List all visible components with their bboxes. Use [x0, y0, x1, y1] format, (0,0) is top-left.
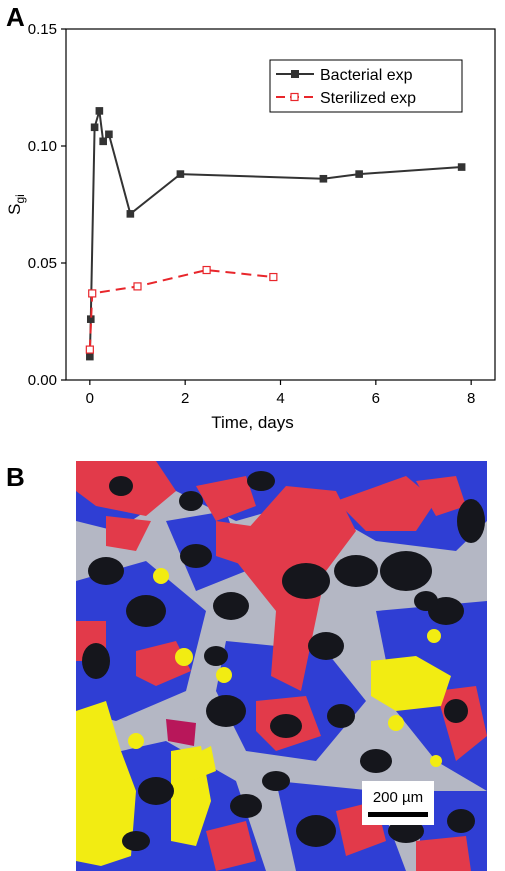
data-point: [355, 170, 363, 178]
grain: [88, 557, 124, 585]
y-tick-label: 0.15: [28, 21, 57, 38]
red-phase-region: [216, 521, 251, 566]
series-line-2: [88, 269, 274, 350]
red-phase-region: [416, 836, 471, 871]
data-point: [99, 137, 107, 146]
data-point: [126, 210, 135, 218]
yellow-phase-region: [371, 656, 451, 711]
x-tick-label: 8: [467, 390, 475, 407]
x-tick-label: 2: [181, 390, 189, 407]
data-point: [86, 352, 94, 361]
data-point: [269, 272, 278, 282]
grain: [213, 592, 249, 620]
grain: [179, 491, 203, 511]
grain: [230, 794, 262, 818]
grain: [126, 595, 166, 627]
grain: [360, 749, 392, 773]
data-point: [176, 170, 185, 178]
data-point: [85, 345, 94, 354]
grain: [457, 499, 485, 543]
data-point: [319, 174, 328, 183]
data-point: [133, 282, 142, 291]
grain: [206, 695, 246, 727]
grain: [308, 632, 344, 660]
data-point: [95, 107, 104, 115]
grain: [414, 591, 438, 611]
micrograph-image: 200 µm: [76, 461, 487, 871]
legend-label: Bacterial exp: [320, 67, 413, 84]
data-point: [105, 130, 113, 139]
grain: [138, 777, 174, 805]
y-tick-label: 0.05: [28, 255, 57, 272]
blue-phase-region: [76, 561, 206, 721]
y-axis-label-subscript: gi: [13, 194, 27, 203]
grain: [282, 563, 330, 599]
grain: [296, 815, 336, 847]
line-chart: 0 2 4 6 8 0.00 0.05 0.10 0.15 Time, days Sgi Bacter…: [5, 21, 496, 432]
crimson-phase-region: [166, 719, 196, 746]
red-phase-region: [206, 821, 256, 871]
data-point: [88, 289, 97, 298]
yellow-phase-regions: [76, 568, 451, 866]
red-phase-region: [106, 516, 151, 551]
scale-bar-box: 200 µm: [362, 781, 434, 825]
yellow-phase-region: [76, 701, 136, 866]
x-axis-label: Time, days: [211, 413, 294, 432]
micrograph-svg: 200 µm: [76, 461, 487, 871]
y-axis-label-main: S: [5, 204, 24, 215]
y-axis-label: Sgi: [5, 194, 27, 215]
yellow-phase-region: [175, 648, 193, 666]
x-tick-label: 4: [276, 390, 284, 407]
x-tick-label: 6: [372, 390, 380, 407]
red-phase-region: [196, 476, 256, 521]
yellow-phase-region: [181, 746, 216, 781]
yellow-phase-region: [153, 568, 169, 584]
data-point: [90, 123, 99, 132]
scale-bar: [368, 812, 428, 817]
legend-label: Sterilized exp: [320, 90, 416, 107]
data-point: [86, 315, 95, 323]
red-phase-region: [416, 476, 466, 516]
yellow-phase-region: [427, 629, 441, 643]
scale-bar-label: 200 µm: [373, 789, 423, 806]
grain: [109, 476, 133, 496]
y-tick-label: 0.10: [28, 138, 57, 155]
grain: [82, 643, 110, 679]
legend-box: [269, 59, 463, 113]
grain: [380, 551, 432, 591]
grain: [444, 699, 468, 723]
grain: [327, 704, 355, 728]
panel-a-label: A: [6, 2, 25, 32]
scale-bar-background: [362, 781, 434, 825]
grain: [247, 471, 275, 491]
panel-b-label: B: [6, 462, 25, 492]
series-line-1: [88, 110, 462, 357]
yellow-phase-region: [128, 733, 144, 749]
grain: [447, 809, 475, 833]
grain: [122, 831, 150, 851]
legend-marker: [291, 70, 299, 78]
grain: [270, 714, 302, 738]
x-tick-label: 0: [86, 390, 94, 407]
yellow-phase-region: [430, 755, 442, 767]
grain: [180, 544, 212, 568]
data-point: [457, 163, 466, 171]
grain: [262, 771, 290, 791]
grain-regions: [82, 471, 485, 851]
y-tick-label: 0.00: [28, 372, 57, 389]
grain: [204, 646, 228, 666]
yellow-phase-region: [216, 667, 232, 683]
red-phase-region: [336, 476, 436, 531]
grain: [334, 555, 378, 587]
data-point: [202, 265, 211, 275]
yellow-phase-region: [388, 715, 404, 731]
legend-marker: [290, 92, 299, 102]
